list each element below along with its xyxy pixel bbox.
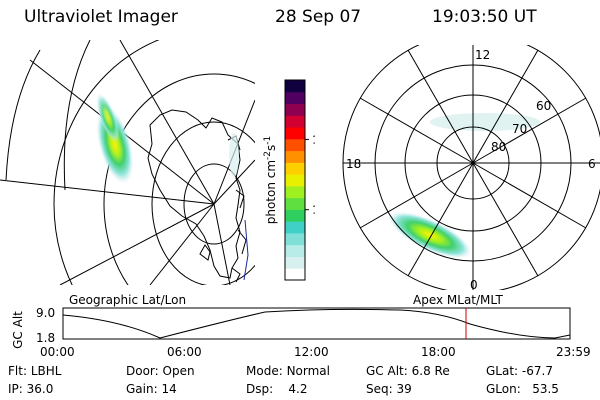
apex-label: Apex MLat/MLT <box>413 293 503 307</box>
mlat-60-label: 60 <box>536 99 551 113</box>
colorbar-swatch <box>285 232 305 246</box>
altitude-curve <box>62 308 571 339</box>
mlat-mlt-polar-plot: 12 18 6 0 60 70 80 <box>342 45 600 290</box>
time-tick-0600: 06:00 <box>167 345 202 359</box>
altitude-timeline: GC Alt 9.0 1.8 00:00 06:00 12:00 18:00 2… <box>11 306 591 359</box>
colorbar-swatch <box>285 115 305 128</box>
mlt-18-label: 18 <box>346 157 361 171</box>
colorbar-swatch <box>285 174 305 187</box>
geographic-label: Geographic Lat/Lon <box>69 293 187 307</box>
colorbar-swatch <box>285 268 305 281</box>
colorbar-swatch <box>285 221 305 234</box>
altitude-ylabel: GC Alt <box>11 311 25 349</box>
mlt-12-label: 12 <box>475 48 490 62</box>
altitude-ytick-min: 1.8 <box>36 331 55 345</box>
time-tick-2359: 23:59 <box>556 345 591 359</box>
mlat-80-label: 80 <box>491 140 506 154</box>
gain-status: Gain: 14 <box>126 382 177 396</box>
mlt-6-label: 6 <box>588 157 596 171</box>
glon-status: GLon: 53.5 <box>486 382 559 396</box>
time-tick-1800: 18:00 <box>421 345 456 359</box>
instrument-title: Ultraviolet Imager <box>24 7 178 27</box>
time-tick-0000: 00:00 <box>40 345 75 359</box>
colorbar-swatch <box>285 209 305 222</box>
ip-status: IP: 36.0 <box>8 382 54 396</box>
mlt-0-label: 0 <box>470 278 478 290</box>
colorbar-tick-label: 100 <box>312 133 315 146</box>
door-status: Door: Open <box>126 364 195 378</box>
colorbar-tick-label: 10 <box>312 204 315 217</box>
colorbar-swatch <box>285 162 305 175</box>
filter-status: Flt: LBHL <box>8 364 62 378</box>
colorbar-swatch <box>285 103 305 116</box>
colorbar-swatch <box>285 91 305 105</box>
colorbar-swatch <box>285 150 305 163</box>
seq-status: Seq: 39 <box>366 382 412 396</box>
glat-status: GLat: -67.7 <box>486 364 553 378</box>
dsp-status: Dsp: 4.2 <box>246 382 308 396</box>
intensity-colorbar: 100 10 photon cm-2s-1 <box>263 79 315 281</box>
colorbar-swatch <box>285 185 305 199</box>
colorbar-swatch <box>285 80 305 93</box>
geographic-map <box>0 40 255 285</box>
polar-labels: 12 18 6 0 60 70 80 <box>346 48 596 290</box>
colorbar-label: photon cm-2s-1 <box>263 136 278 225</box>
date-label: 28 Sep 07 <box>275 7 362 27</box>
colorbar-swatch <box>285 138 305 152</box>
time-label: 19:03:50 UT <box>432 7 537 27</box>
colorbar-swatch <box>285 244 305 257</box>
altitude-ytick-max: 9.0 <box>36 306 55 320</box>
colorbar-swatch <box>285 127 305 140</box>
mode-status: Mode: Normal <box>246 364 330 378</box>
mlat-70-label: 70 <box>512 122 527 136</box>
gc-alt-status: GC Alt: 6.8 Re <box>366 364 450 378</box>
time-tick-1200: 12:00 <box>294 345 329 359</box>
colorbar-swatch <box>285 256 305 269</box>
colorbar-swatch <box>285 197 305 210</box>
